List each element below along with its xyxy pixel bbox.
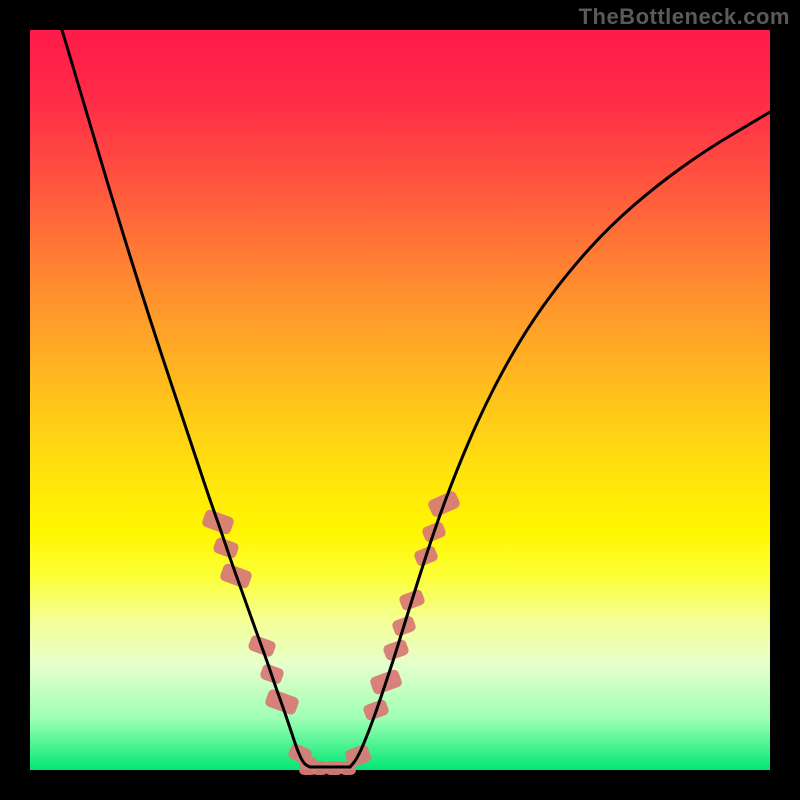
chart-container: TheBottleneck.com bbox=[0, 0, 800, 800]
bottleneck-chart-svg bbox=[0, 0, 800, 800]
watermark-text: TheBottleneck.com bbox=[579, 4, 790, 30]
plot-background bbox=[30, 30, 770, 770]
